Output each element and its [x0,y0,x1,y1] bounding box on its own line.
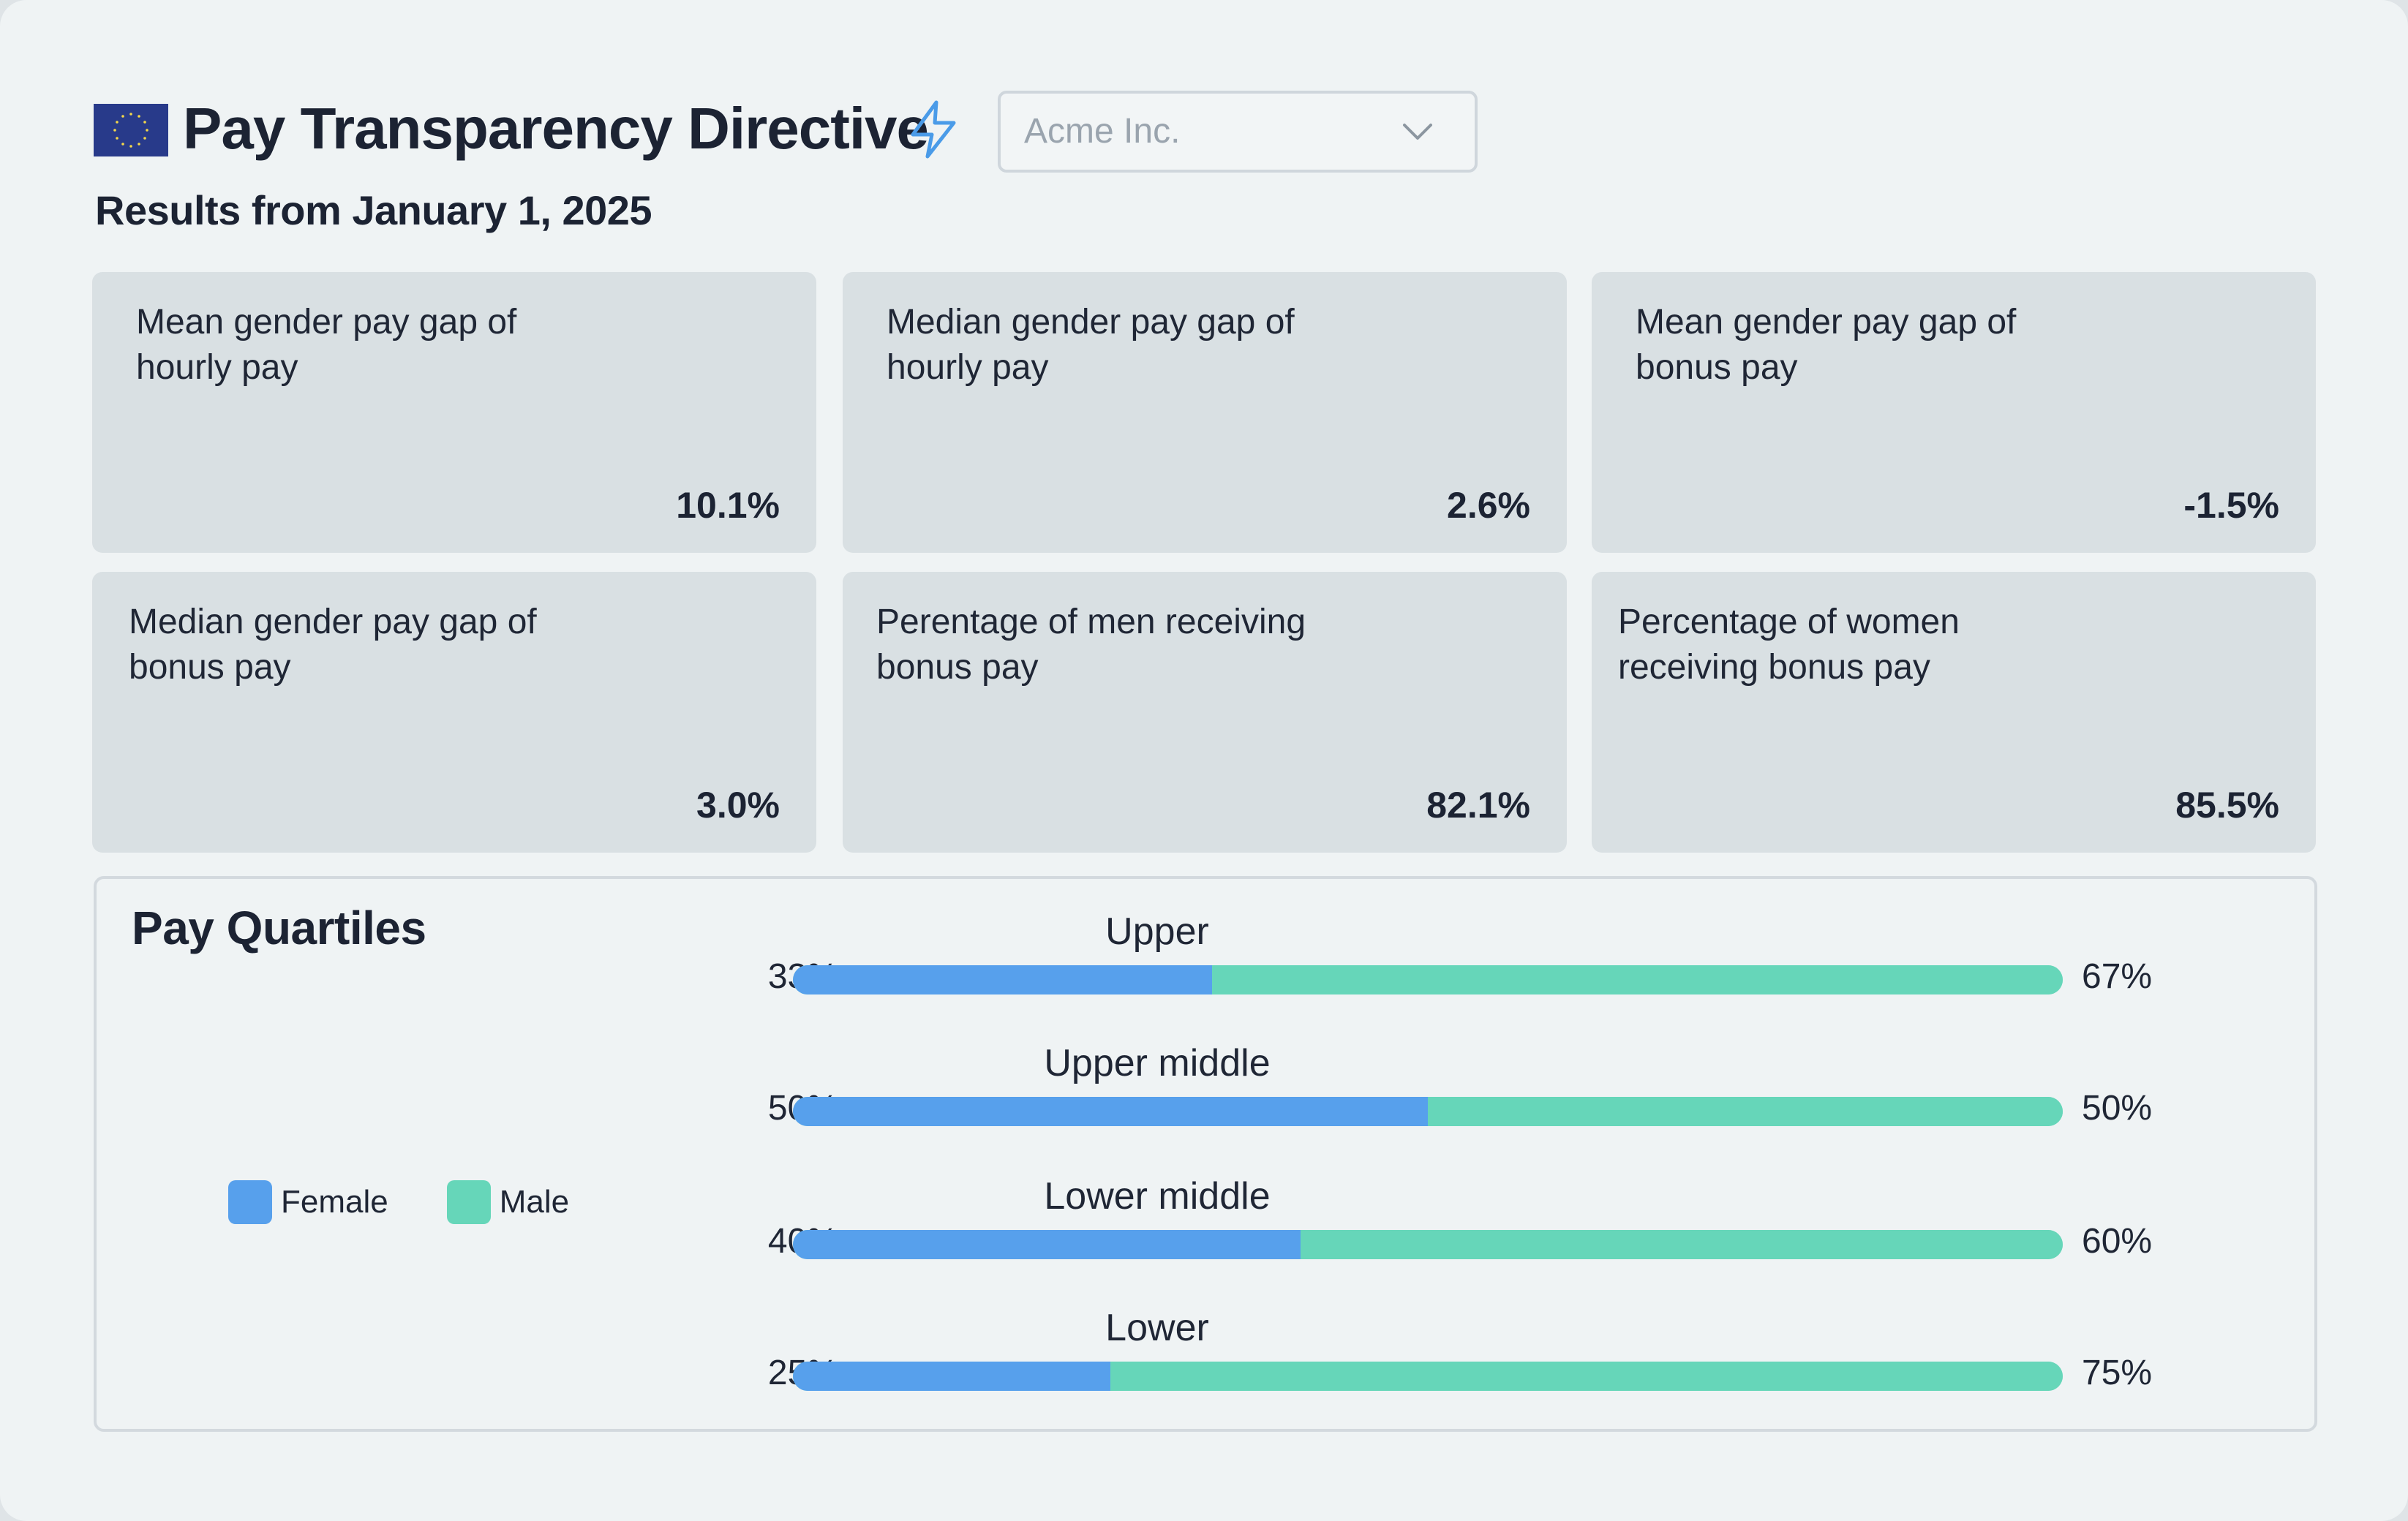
legend-label: Male [499,1184,570,1220]
male-bar-segment [1301,1230,2063,1259]
metric-label: Median gender pay gap of bonus pay [129,603,537,687]
pay-quartiles-panel: Pay Quartiles Female Male Upper 33% 67% … [94,876,2317,1432]
male-swatch [446,1180,491,1224]
legend-item-male: Male [446,1180,570,1224]
quartile-row-upper: Upper 33% 67% [97,910,2314,997]
male-percent-label: 60% [2082,1222,2153,1261]
male-bar-segment [1211,965,2063,994]
metric-value: 3.0% [696,785,780,826]
eu-flag-icon [94,104,168,156]
quartile-name: Lower [1105,1307,1209,1349]
metric-card-women-bonus: Percentage of women receiving bonus pay … [1592,572,2316,853]
quartile-bar [793,1097,2063,1126]
quartile-row-lower-middle: Lower middle 40% 60% [97,1174,2314,1262]
company-select[interactable]: Acme Inc. [998,91,1478,173]
lightning-bolt-icon [907,99,960,159]
legend-label: Female [281,1184,388,1220]
metric-value: 82.1% [1426,785,1530,826]
quartile-name: Upper [1105,910,1209,953]
quartile-bar [793,965,2063,994]
metric-label: Mean gender pay gap of hourly pay [136,303,517,387]
metric-label: Perentage of men receiving bonus pay [876,603,1306,687]
quartile-name: Lower middle [1044,1175,1271,1218]
male-percent-label: 75% [2082,1354,2153,1392]
female-bar-segment [793,965,1212,994]
quartile-row-lower: Lower 25% 75% [97,1306,2314,1394]
metric-label: Mean gender pay gap of bonus pay [1636,303,2017,387]
company-select-value: Acme Inc. [1024,112,1181,151]
female-bar-segment [793,1097,1428,1126]
metric-card-mean-bonus: Mean gender pay gap of bonus pay -1.5% [1592,272,2316,553]
male-bar-segment [1428,1097,2063,1126]
metric-value: 10.1% [676,485,780,526]
metric-card-median-bonus: Median gender pay gap of bonus pay 3.0% [92,572,816,853]
chevron-down-icon [1403,124,1432,140]
female-bar-segment [793,1230,1301,1259]
male-percent-label: 50% [2082,1089,2153,1128]
legend-item-female: Female [228,1180,388,1224]
female-bar-segment [793,1362,1110,1391]
male-bar-segment [1110,1362,2063,1391]
quartile-name: Upper middle [1044,1042,1271,1084]
chart-legend: Female Male [228,1180,628,1224]
quartile-row-upper-middle: Upper middle 50% 50% [97,1041,2314,1129]
metric-label: Percentage of women receiving bonus pay [1618,603,1960,687]
metric-label: Median gender pay gap of hourly pay [887,303,1295,387]
metric-card-mean-hourly: Mean gender pay gap of hourly pay 10.1% [92,272,816,553]
page-title: Pay Transparency Directive [183,96,929,161]
metric-value: 85.5% [2175,785,2279,826]
quartile-bar [793,1362,2063,1391]
results-date-subtitle: Results from January 1, 2025 [95,187,652,233]
male-percent-label: 67% [2082,957,2153,996]
metric-value: -1.5% [2183,485,2279,526]
metric-card-median-hourly: Median gender pay gap of hourly pay 2.6% [843,272,1567,553]
metric-value: 2.6% [1447,485,1530,526]
pay-quartiles-title: Pay Quartiles [132,902,426,954]
quartile-bar [793,1230,2063,1259]
female-swatch [228,1180,272,1224]
metric-card-men-bonus: Perentage of men receiving bonus pay 82.… [843,572,1567,853]
